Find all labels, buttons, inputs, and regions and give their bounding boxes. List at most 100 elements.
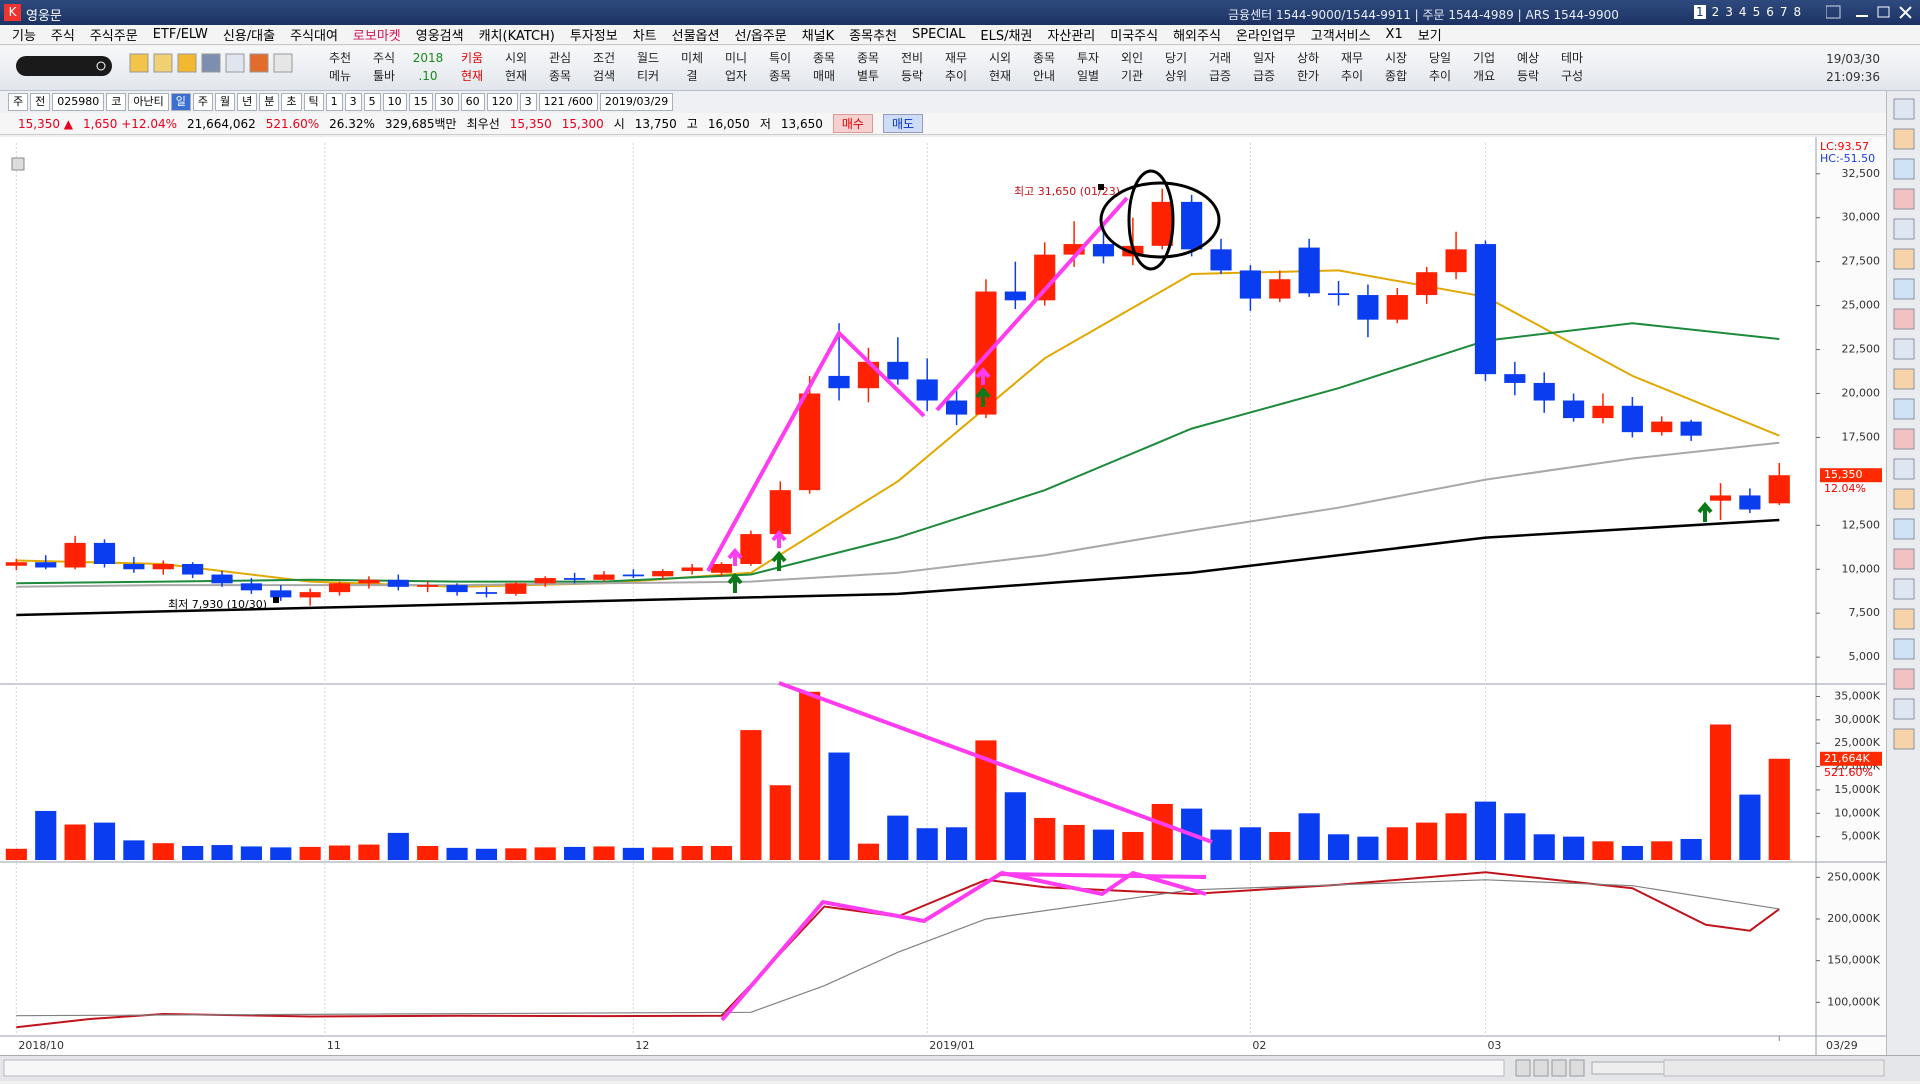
tool-icon[interactable]	[1893, 98, 1915, 120]
scroll-controls[interactable]	[0, 1056, 1920, 1081]
page-tab[interactable]: 7	[1779, 5, 1788, 19]
tool-icon[interactable]	[1893, 128, 1915, 150]
tool-icon[interactable]	[1893, 668, 1915, 690]
toolbar-button[interactable]: 기업 개요	[1462, 49, 1506, 85]
control[interactable]: 3	[519, 93, 537, 111]
toolbar-button[interactable]: 종목 별투	[846, 49, 890, 85]
control[interactable]: 025980	[52, 93, 105, 111]
tool-icon[interactable]	[1893, 308, 1915, 330]
control[interactable]: 틱	[303, 93, 324, 111]
menu-item[interactable]: 자산관리	[1047, 29, 1096, 44]
toolbar-button[interactable]: 테마 구성	[1550, 49, 1594, 85]
toolbar-button[interactable]: 당일 추이	[1418, 49, 1462, 85]
menu-item[interactable]: 채널K	[801, 29, 835, 44]
page-tab[interactable]: 2	[1711, 5, 1720, 19]
toolbar-button[interactable]: 거래 급증	[1198, 49, 1242, 85]
control[interactable]: 주	[192, 93, 213, 111]
tool-icon[interactable]	[1893, 578, 1915, 600]
toolbar-button[interactable]: 일자 급증	[1242, 49, 1286, 85]
toolbar-button[interactable]: 종목 안내	[1022, 49, 1066, 85]
tool-icon[interactable]	[1893, 368, 1915, 390]
page-tab[interactable]: 5	[1752, 5, 1761, 19]
tool-icon[interactable]	[1893, 158, 1915, 180]
tool-icon[interactable]	[1893, 338, 1915, 360]
control[interactable]: 121 /600	[538, 93, 598, 111]
menu-item[interactable]: X1	[1385, 27, 1403, 42]
toolbar-button[interactable]: 2018 .10	[406, 49, 450, 85]
menu-item[interactable]: 영웅검색	[415, 29, 464, 44]
control[interactable]: 주	[8, 93, 29, 111]
toolbar-button[interactable]: 시장 종합	[1374, 49, 1418, 85]
menu-item[interactable]: 캐치(KATCH)	[478, 29, 555, 44]
toolbar-button[interactable]: 키움 현재	[450, 49, 494, 85]
tool-icon[interactable]	[1893, 518, 1915, 540]
toolbar-button[interactable]: 특이 종목	[758, 49, 802, 85]
tool-icon[interactable]	[1893, 188, 1915, 210]
menu-item[interactable]: 해외주식	[1173, 29, 1221, 44]
page-tab[interactable]: 8	[1793, 5, 1802, 19]
control[interactable]: 아난티	[128, 93, 169, 111]
toolbar-tools[interactable]	[8, 52, 308, 86]
order-button[interactable]: 매도	[882, 114, 924, 133]
toolbar-button[interactable]: 시외 현재	[494, 49, 538, 85]
control[interactable]: 전	[30, 93, 51, 111]
tool-icon[interactable]	[1893, 218, 1915, 240]
page-tab[interactable]: 4	[1738, 5, 1747, 19]
control[interactable]: 1	[325, 93, 343, 111]
toolbar-button[interactable]: 전비 등락	[890, 49, 934, 85]
control[interactable]: 120	[486, 93, 518, 111]
tool-icon[interactable]	[1893, 278, 1915, 300]
toolbar-button[interactable]: 종목 매매	[802, 49, 846, 85]
page-tab[interactable]: 6	[1766, 5, 1774, 19]
control[interactable]: 10	[382, 93, 407, 111]
menu-item[interactable]: 미국주식	[1110, 29, 1159, 44]
toolbar-button[interactable]: 시외 현재	[978, 49, 1022, 85]
toolbar-button[interactable]: 미니 업자	[714, 49, 758, 85]
menu-item[interactable]: 신용/대출	[222, 29, 276, 44]
menu-item[interactable]: 투자정보	[569, 29, 618, 44]
page-tab[interactable]: 1	[1694, 5, 1706, 19]
control[interactable]: 3	[344, 93, 362, 111]
page-tab[interactable]: 3	[1725, 5, 1733, 19]
menu-item[interactable]: 종목추천	[849, 29, 898, 44]
toolbar-button[interactable]: 예상 등락	[1506, 49, 1550, 85]
toolbar-button[interactable]: 당기 상위	[1154, 49, 1198, 85]
menu-item[interactable]: 고객서비스	[1310, 29, 1371, 44]
control[interactable]: 2019/03/29	[599, 93, 674, 111]
toolbar-button[interactable]: 상하 한가	[1286, 49, 1330, 85]
toolbar-button[interactable]: 재무 추이	[934, 49, 978, 85]
toolbar-button[interactable]: 추천 메뉴	[318, 49, 362, 85]
control[interactable]: 초	[281, 93, 302, 111]
menu-item[interactable]: 온라인업무	[1235, 29, 1296, 44]
toolbar-button[interactable]: 외인 기관	[1110, 49, 1154, 85]
control[interactable]: 월	[215, 93, 236, 111]
toolbar-button[interactable]: 재무 추이	[1330, 49, 1374, 85]
tool-icon[interactable]	[1893, 488, 1915, 510]
order-button[interactable]: 매수	[832, 114, 873, 133]
toolbar-button[interactable]: 조건 검색	[582, 49, 626, 85]
tool-icon[interactable]	[1893, 248, 1915, 270]
menu-item[interactable]: ETF/ELW	[152, 27, 208, 42]
menu-item[interactable]: 선/옵주문	[734, 29, 787, 44]
toolbar-button[interactable]: 투자 일별	[1066, 49, 1110, 85]
toolbar-button[interactable]: 월드 티커	[626, 49, 670, 85]
menu-item[interactable]: 차트	[632, 29, 657, 44]
toolbar-button[interactable]: 주식 툴바	[362, 49, 406, 85]
tool-icon[interactable]	[1893, 398, 1915, 420]
menu-item[interactable]: 로보마켓	[352, 29, 401, 44]
control[interactable]: 60	[460, 93, 485, 111]
toolbar-button[interactable]: 관심 종목	[538, 49, 582, 85]
menu-item[interactable]: 보기	[1417, 29, 1442, 44]
tool-icons[interactable]	[1887, 91, 1920, 1055]
menu-item[interactable]: 기능	[12, 29, 36, 44]
control[interactable]: 15	[408, 93, 433, 111]
control[interactable]: 분	[259, 93, 280, 111]
menu-item[interactable]: 주식주문	[89, 29, 138, 44]
control[interactable]: 년	[237, 93, 258, 111]
window-controls[interactable]	[1826, 4, 1916, 21]
control[interactable]: 일	[170, 93, 191, 111]
tool-icon[interactable]	[1893, 608, 1915, 630]
control[interactable]: 코	[106, 93, 127, 111]
toolbar-button[interactable]: 미체 결	[670, 49, 714, 85]
tool-icon[interactable]	[1893, 728, 1915, 750]
